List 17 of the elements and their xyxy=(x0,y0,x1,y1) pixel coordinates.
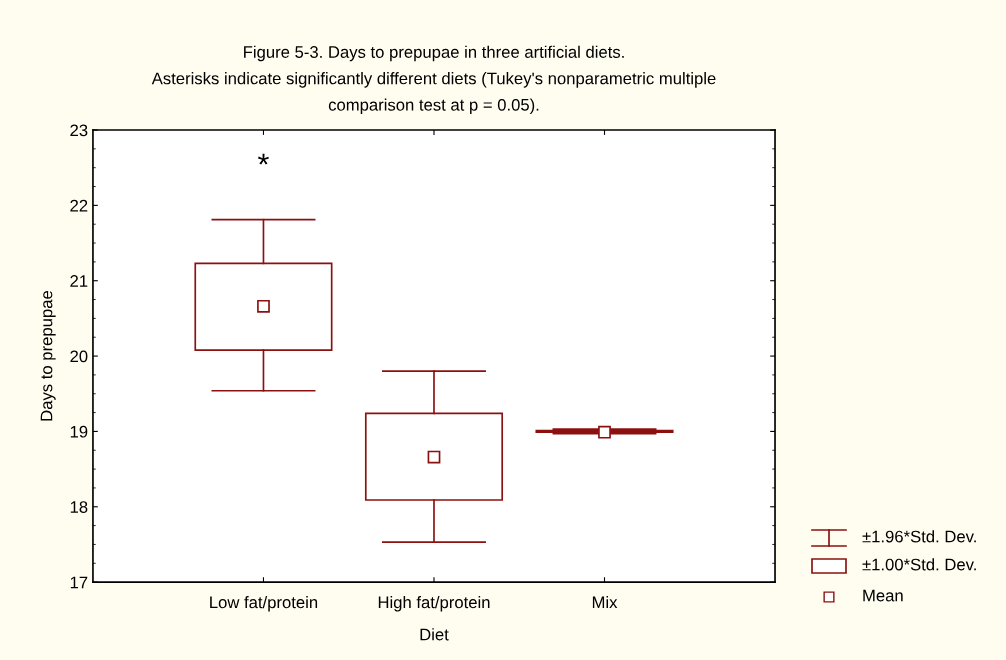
y-tick-label: 22 xyxy=(70,199,88,212)
chart-title: Figure 5-3. Days to prepupae in three artificial diets. Asterisks indicate significantly different diets (Tukey's nonparametric multiple comparison test at p = 0.05). xyxy=(151,45,716,115)
y-axis-title: Days to prepupae xyxy=(40,291,56,421)
y-tick-label: 19 xyxy=(70,425,88,438)
y-tick-label: 18 xyxy=(70,501,88,513)
x-tick-label: Low fat/protein xyxy=(210,596,318,612)
x-tick-label: High fat/protein xyxy=(378,596,490,612)
text: Mean xyxy=(863,589,903,602)
y-tick-label: 17 xyxy=(70,576,88,589)
y-tick-label: 20 xyxy=(70,350,88,363)
annotation: * xyxy=(258,153,269,165)
y-tick-label: 23 xyxy=(70,124,88,137)
x-axis-title: Diet xyxy=(420,628,449,641)
text: ±1.00*Std. Dev. xyxy=(862,558,976,571)
y-tick-label: 21 xyxy=(70,275,88,287)
x-tick-label: Mix xyxy=(592,596,618,609)
text: ±1.96*Std. Dev. xyxy=(862,530,976,543)
